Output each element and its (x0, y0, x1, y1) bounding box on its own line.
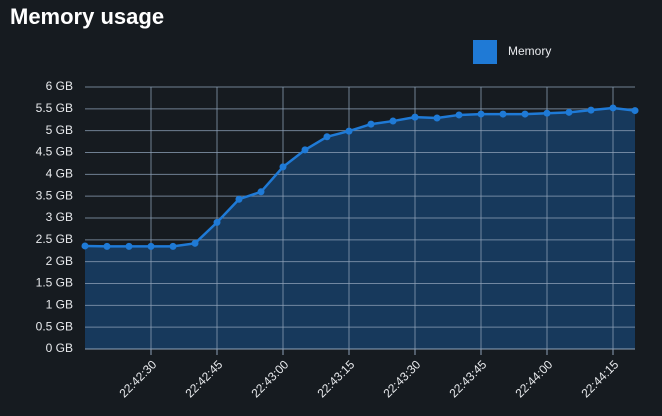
chart-title: Memory usage (10, 4, 164, 29)
point (477, 110, 485, 118)
point (125, 242, 133, 250)
point (433, 114, 441, 122)
point (257, 188, 265, 196)
y-tick-label: 4 GB (46, 167, 73, 181)
y-tick-label: 1.5 GB (36, 276, 73, 290)
legend-swatch (473, 40, 497, 64)
x-tick-label: 22:43:30 (380, 357, 423, 400)
point (279, 163, 287, 171)
y-tick-label: 5 GB (46, 123, 73, 137)
point (521, 110, 529, 118)
point (609, 104, 617, 112)
line (84, 106, 636, 248)
point (191, 239, 199, 247)
x-tick-label: 22:43:15 (314, 357, 357, 400)
x-tick-label: 22:43:00 (248, 357, 291, 400)
x-tick-label: 22:44:15 (578, 357, 621, 400)
x-tick-label: 22:42:30 (116, 357, 159, 400)
y-tick-label: 3.5 GB (36, 188, 73, 202)
point (367, 120, 375, 128)
point (147, 242, 155, 250)
y-tick-label: 0.5 GB (36, 319, 73, 333)
point (235, 195, 243, 203)
point (301, 146, 309, 154)
point (543, 109, 551, 117)
y-tick-label: 4.5 GB (36, 145, 73, 159)
point (323, 133, 331, 141)
point (81, 242, 89, 250)
point (631, 107, 639, 115)
y-tick-label: 1 GB (46, 298, 73, 312)
point (565, 108, 573, 116)
x-tick-label: 22:43:45 (446, 357, 489, 400)
x-tick-label: 22:44:00 (512, 357, 555, 400)
point (345, 127, 353, 135)
legend-label: Memory (508, 44, 551, 58)
y-tick-label: 6 GB (46, 79, 73, 93)
y-tick-label: 2.5 GB (36, 232, 73, 246)
point (389, 117, 397, 125)
point (499, 110, 507, 118)
point (587, 106, 595, 114)
point (455, 111, 463, 119)
point (411, 113, 419, 121)
point (103, 242, 111, 250)
point (213, 218, 221, 226)
point (169, 242, 177, 250)
y-tick-label: 2 GB (46, 254, 73, 268)
area (85, 107, 635, 350)
y-tick-label: 0 GB (46, 341, 73, 355)
y-tick-label: 3 GB (46, 210, 73, 224)
x-tick-label: 22:42:45 (182, 357, 225, 400)
y-tick-label: 5.5 GB (36, 101, 73, 115)
